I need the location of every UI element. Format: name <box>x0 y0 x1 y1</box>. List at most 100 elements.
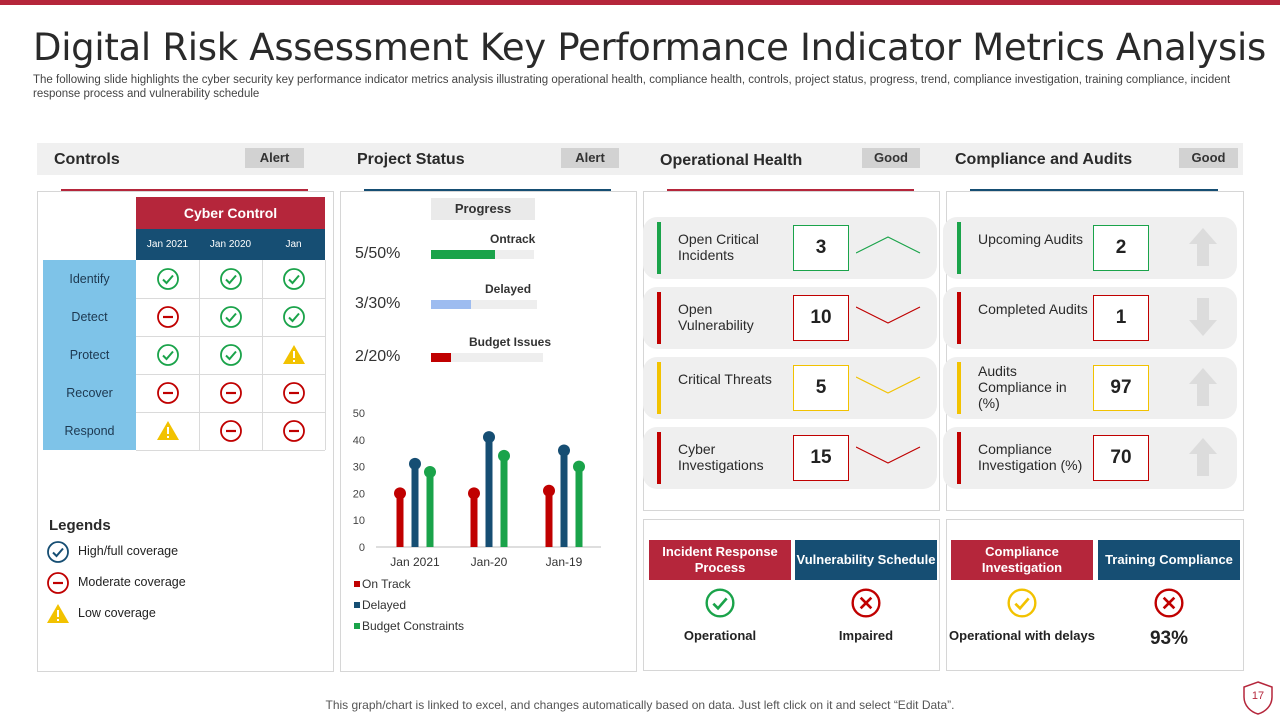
control-status-cell <box>262 298 325 336</box>
progress-track <box>431 300 537 309</box>
legend-label: Low coverage <box>78 606 156 620</box>
status-badge: Good <box>1179 148 1238 168</box>
control-status-cell <box>199 336 262 374</box>
row-label: Detect <box>71 310 108 324</box>
check-circle-icon <box>282 306 305 328</box>
progress-label: Budget Issues <box>469 335 552 349</box>
control-status-cell <box>136 412 199 450</box>
trend-up-icon <box>855 236 921 254</box>
legend-swatch <box>354 602 360 608</box>
bar-marker <box>483 431 495 444</box>
bar <box>426 471 434 547</box>
top-accent-bar <box>0 0 1280 5</box>
trend-down-icon <box>855 306 921 324</box>
bar-marker <box>543 484 555 497</box>
y-tick-label: 50 <box>353 408 365 420</box>
grid-line <box>136 412 325 413</box>
bar-marker <box>498 449 510 462</box>
section-title: Controls <box>54 151 120 168</box>
legend-label: Moderate coverage <box>78 575 186 589</box>
footer-note: This graph/chart is linked to excel, and… <box>325 698 955 712</box>
bar <box>485 437 493 547</box>
control-row-labels: Identify Detect Protect Recover Respond <box>43 260 136 450</box>
legend-label: Budget Constraints <box>362 619 464 633</box>
status-strip <box>657 362 661 414</box>
compliance-audits-header: Compliance and Audits Good <box>955 143 1238 175</box>
trend-indicator <box>1183 366 1223 413</box>
check-circle-icon <box>219 306 242 328</box>
column-header: Jan 2021 <box>146 239 189 250</box>
section-title: Operational Health <box>660 152 803 169</box>
metric-value: 70 <box>1093 435 1149 481</box>
project-status-bar-chart: 0 10 20 30 40 50 Jan 2021 Jan-20 Jan-19 On Track D… <box>353 408 601 633</box>
check-circle-icon <box>156 344 179 366</box>
status-box-icon <box>1006 587 1038 624</box>
trend-indicator <box>855 231 922 264</box>
progress-fill <box>431 300 471 309</box>
trend-indicator <box>1183 436 1223 483</box>
progress-label: Ontrack <box>490 232 536 246</box>
column-header: Jan 2020 <box>209 239 252 250</box>
metric-value: 10 <box>793 295 849 341</box>
check-circle-icon <box>47 541 69 563</box>
y-tick-label: 30 <box>353 462 365 474</box>
column-header: Jan <box>285 239 302 250</box>
progress-track <box>431 250 534 259</box>
bar-marker <box>424 465 436 478</box>
status-strip <box>957 432 961 484</box>
bar <box>560 450 568 547</box>
metric-value: 97 <box>1093 365 1149 411</box>
progress-fill <box>431 250 495 259</box>
metric-row: Completed Audits 1 <box>943 287 1237 349</box>
section-header-strip <box>37 143 1243 175</box>
metric-label: Audits Compliance in (%) <box>978 363 1067 411</box>
bar <box>500 455 508 547</box>
bar-marker <box>573 460 585 473</box>
y-tick-label: 40 <box>353 435 365 447</box>
arrow-up-icon <box>1189 438 1217 476</box>
section-title: Project Status <box>357 151 465 168</box>
page-title: Digital Risk Assessment Key Performance … <box>33 26 1266 69</box>
legend-title: Legends <box>49 517 111 534</box>
metric-row: Compliance Investigation (%) 70 <box>943 427 1237 489</box>
y-tick-label: 0 <box>359 542 365 554</box>
status-box-value: Operational <box>683 628 757 643</box>
shield-icon <box>1243 681 1273 715</box>
row-label: Identify <box>69 272 110 286</box>
x-tick-label: Jan 2021 <box>390 555 440 569</box>
legend-label: On Track <box>362 577 412 591</box>
grid-line <box>199 260 200 450</box>
progress-label: Delayed <box>485 282 532 296</box>
control-status-cell <box>262 374 325 412</box>
status-box-value: Impaired <box>838 628 894 643</box>
metric-row: Critical Threats 5 <box>643 357 937 419</box>
bar <box>411 463 419 547</box>
y-tick-label: 10 <box>353 515 365 527</box>
minus-circle-icon <box>47 572 69 594</box>
legend-label: High/full coverage <box>78 544 179 558</box>
warning-icon <box>47 604 69 623</box>
row-label: Protect <box>69 348 110 362</box>
row-label: Recover <box>66 386 113 400</box>
status-strip <box>657 292 661 344</box>
bar <box>545 490 553 547</box>
cross-circle-icon <box>1154 588 1184 618</box>
control-status-cell <box>199 260 262 298</box>
metric-label: Upcoming Audits <box>978 231 1084 247</box>
control-status-cell <box>136 374 199 412</box>
cross-circle-icon <box>851 588 881 618</box>
metric-value: 3 <box>793 225 849 271</box>
page-subtitle: The following slide highlights the cyber… <box>33 74 1231 100</box>
grid-line <box>325 260 326 450</box>
trend-indicator <box>855 301 922 334</box>
grid-line <box>136 374 325 375</box>
progress-fill <box>431 353 451 362</box>
status-box-value: 93% <box>1149 628 1189 649</box>
accent-line <box>970 189 1218 191</box>
status-badge: Alert <box>245 148 304 168</box>
x-tick-label: Jan-19 <box>546 555 583 569</box>
bar-marker <box>409 457 421 470</box>
accent-line <box>364 189 611 191</box>
grid-line <box>136 336 325 337</box>
bar <box>575 466 583 547</box>
